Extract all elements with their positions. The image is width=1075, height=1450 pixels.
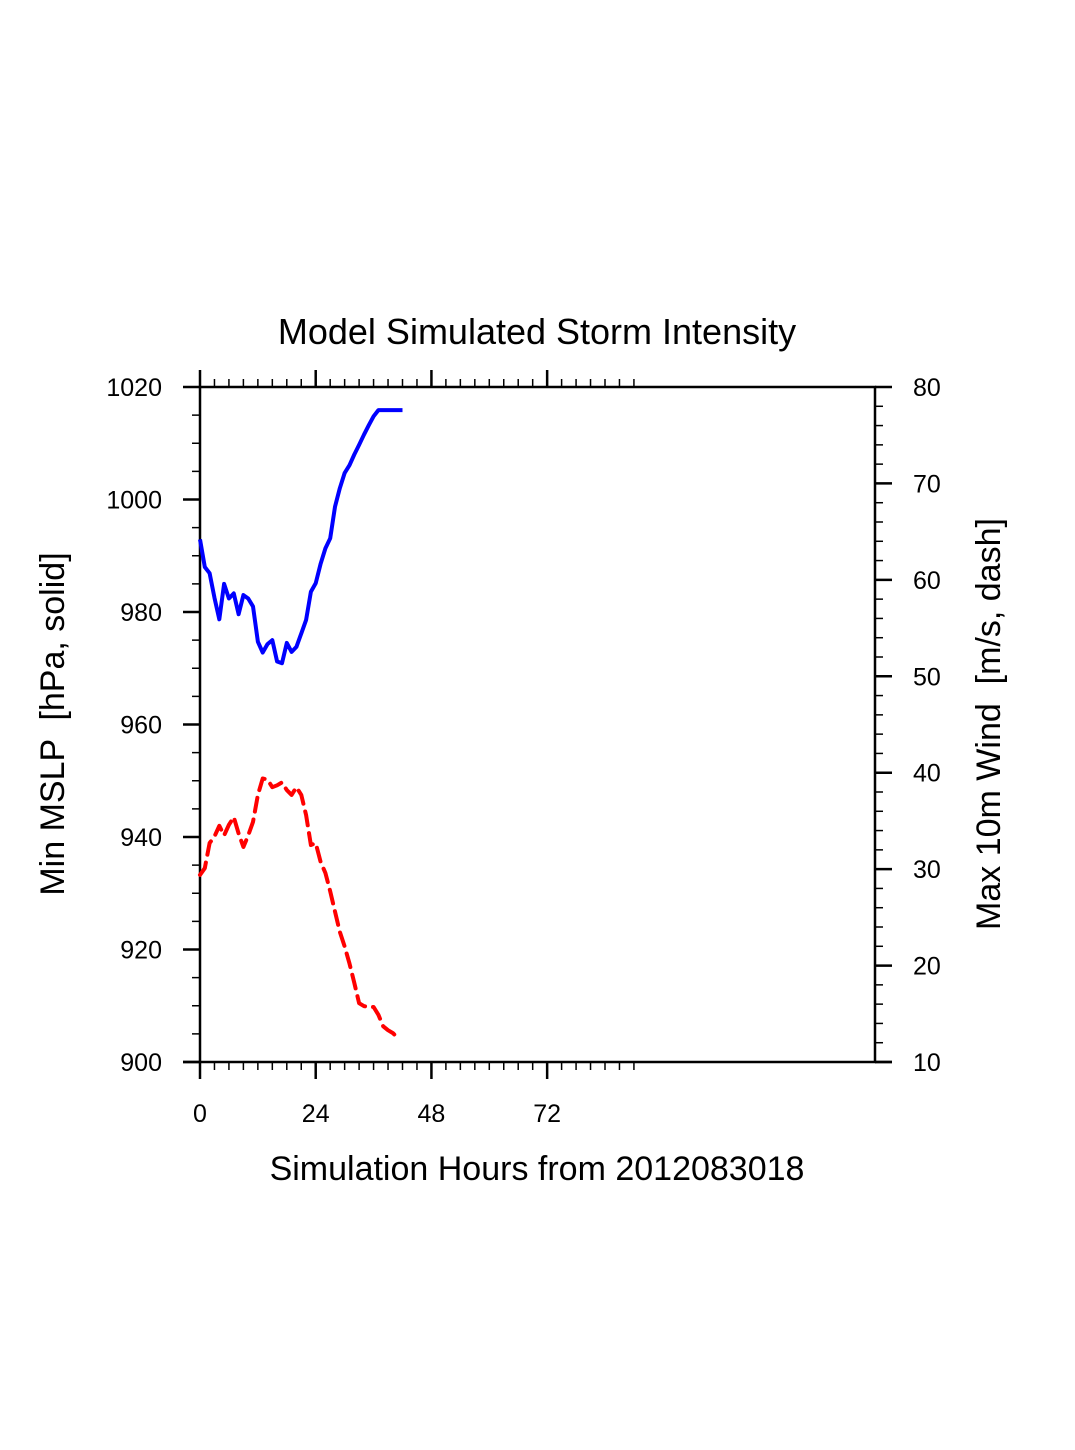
x-axis-title: Simulation Hours from 2012083018 xyxy=(270,1150,805,1188)
y-right-tick-label: 80 xyxy=(913,374,941,402)
max-wind-line xyxy=(198,776,400,1040)
chart-title: Model Simulated Storm Intensity xyxy=(278,311,796,352)
min-mslp-line xyxy=(198,408,403,666)
plot-frame xyxy=(198,385,877,1064)
y-right-tick-label: 70 xyxy=(913,470,941,498)
data-series xyxy=(198,408,403,1040)
y-left-tick-label: 920 xyxy=(120,937,162,965)
x-tick-label: 48 xyxy=(418,1100,446,1128)
x-tick-label: 0 xyxy=(193,1100,207,1128)
x-tick-label: 24 xyxy=(302,1100,330,1128)
y-right-tick-label: 50 xyxy=(913,663,941,691)
axis-tick-labels: 0 24 48 72900920940960980100010201020304050… xyxy=(106,374,940,1128)
axis-ticks xyxy=(183,370,892,1079)
y-left-tick-label: 900 xyxy=(120,1049,162,1077)
y-axis-title-left: Min MSLP [hPa, solid] xyxy=(34,552,72,895)
y-right-tick-label: 60 xyxy=(913,567,941,595)
y-axis-title-right: Max 10m Wind [m/s, dash] xyxy=(970,518,1008,930)
x-tick-label: 72 xyxy=(533,1100,561,1128)
y-left-tick-label: 940 xyxy=(120,824,162,852)
y-right-tick-label: 30 xyxy=(913,856,941,884)
y-right-tick-label: 20 xyxy=(913,953,941,981)
y-left-tick-label: 980 xyxy=(120,599,162,627)
y-left-tick-label: 1000 xyxy=(106,487,162,515)
y-left-tick-label: 1020 xyxy=(106,374,162,402)
y-right-tick-label: 40 xyxy=(913,760,941,788)
y-left-tick-label: 960 xyxy=(120,712,162,740)
y-right-tick-label: 10 xyxy=(913,1049,941,1077)
